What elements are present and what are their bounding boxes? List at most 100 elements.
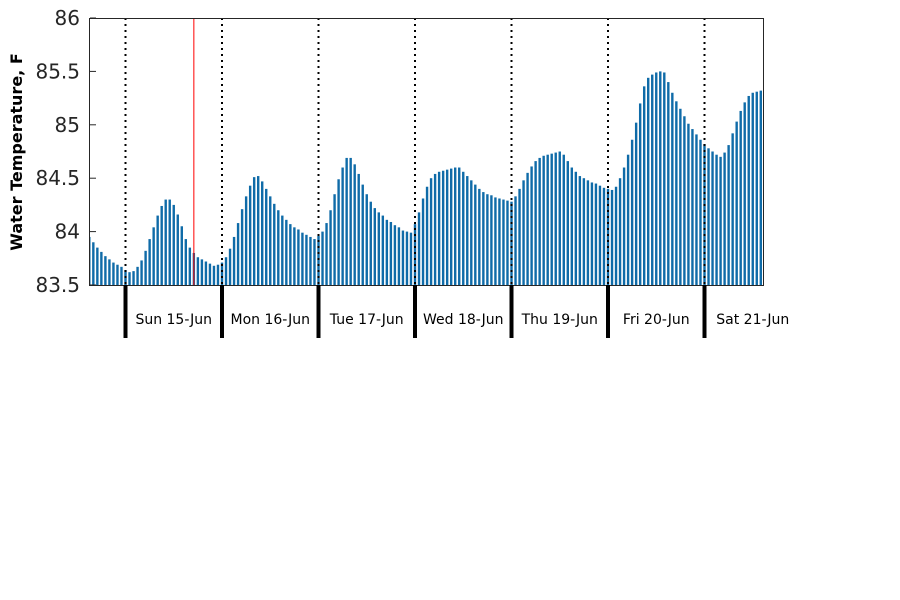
bar xyxy=(538,157,541,285)
bar xyxy=(530,166,533,285)
bar xyxy=(156,215,159,285)
bar xyxy=(281,215,284,285)
bar xyxy=(759,90,762,286)
bar xyxy=(285,219,288,285)
bar xyxy=(655,72,658,285)
bar xyxy=(630,139,634,285)
bar xyxy=(562,154,565,285)
bar xyxy=(321,231,324,285)
bar xyxy=(747,95,750,286)
bar xyxy=(526,172,529,285)
bar xyxy=(176,214,179,285)
y-tick-label: 84 xyxy=(55,220,80,244)
bar xyxy=(735,121,738,285)
bar xyxy=(667,82,670,285)
bar xyxy=(289,224,292,285)
bar xyxy=(204,261,208,285)
bar xyxy=(345,157,348,285)
bar xyxy=(723,152,726,285)
bar xyxy=(116,264,119,285)
bar xyxy=(337,179,340,285)
bar xyxy=(687,123,690,285)
bar xyxy=(429,178,433,285)
bar xyxy=(357,173,360,285)
y-axis: 83.5 84 84.5 85 85.5 86 xyxy=(35,6,96,297)
bar xyxy=(727,145,730,285)
bar xyxy=(100,251,103,285)
bar xyxy=(642,86,646,285)
bar xyxy=(618,178,622,285)
bar xyxy=(301,232,304,285)
bar xyxy=(381,215,385,285)
bar xyxy=(152,227,155,285)
bar xyxy=(494,197,497,285)
bar xyxy=(108,259,111,285)
bar xyxy=(200,259,204,285)
bar xyxy=(96,247,99,285)
bar xyxy=(550,153,553,285)
bar xyxy=(719,156,722,285)
bar xyxy=(212,265,216,285)
bar xyxy=(441,170,445,285)
bar xyxy=(634,122,638,285)
bar xyxy=(731,133,734,285)
bar xyxy=(586,180,590,285)
bar xyxy=(297,229,300,285)
bar xyxy=(393,225,397,285)
bar xyxy=(510,201,513,285)
bar xyxy=(180,226,183,285)
bar xyxy=(478,188,481,285)
bar xyxy=(506,200,509,285)
bar xyxy=(397,227,401,285)
bar xyxy=(148,239,151,285)
day-boundary-lines xyxy=(124,18,706,285)
bar xyxy=(224,257,228,285)
bar xyxy=(168,199,171,285)
y-tick-label: 86 xyxy=(55,6,80,30)
bar xyxy=(252,177,256,285)
bar xyxy=(437,171,441,285)
y-tick-label: 84.5 xyxy=(35,166,80,190)
bar xyxy=(622,167,626,285)
bar xyxy=(240,209,244,285)
bar xyxy=(470,180,473,285)
bar xyxy=(409,232,413,285)
bar xyxy=(691,129,694,285)
bar xyxy=(172,204,175,285)
bar xyxy=(610,189,614,285)
bar xyxy=(663,72,666,285)
bar xyxy=(433,173,437,285)
bar xyxy=(421,198,425,285)
bar xyxy=(482,192,485,285)
bar xyxy=(377,212,381,285)
bar xyxy=(651,74,654,285)
bar xyxy=(417,212,421,285)
bar xyxy=(353,164,356,285)
bar xyxy=(659,71,662,286)
x-tick-label: Fri 20-Jun xyxy=(623,312,690,328)
y-axis-label: Water Temperature, F xyxy=(7,53,26,251)
bar xyxy=(104,256,107,285)
bar xyxy=(582,178,586,285)
bar-series xyxy=(90,71,762,286)
bar xyxy=(365,194,368,285)
bar xyxy=(578,176,582,285)
bar xyxy=(216,264,220,285)
bar xyxy=(683,116,686,285)
bar xyxy=(309,236,312,285)
bar xyxy=(349,157,352,285)
x-tick-label: Wed 18-Jun xyxy=(423,312,504,328)
x-tick-label: Tue 17-Jun xyxy=(329,312,404,328)
bar xyxy=(454,167,457,285)
bar xyxy=(542,155,545,285)
bar xyxy=(361,184,364,285)
bar xyxy=(128,272,131,285)
bar xyxy=(466,176,469,285)
bar xyxy=(638,103,642,285)
bar xyxy=(269,196,272,285)
bar xyxy=(184,239,188,285)
bar xyxy=(554,152,557,285)
x-tick-label: Sat 21-Jun xyxy=(716,312,789,328)
bar xyxy=(120,266,123,285)
